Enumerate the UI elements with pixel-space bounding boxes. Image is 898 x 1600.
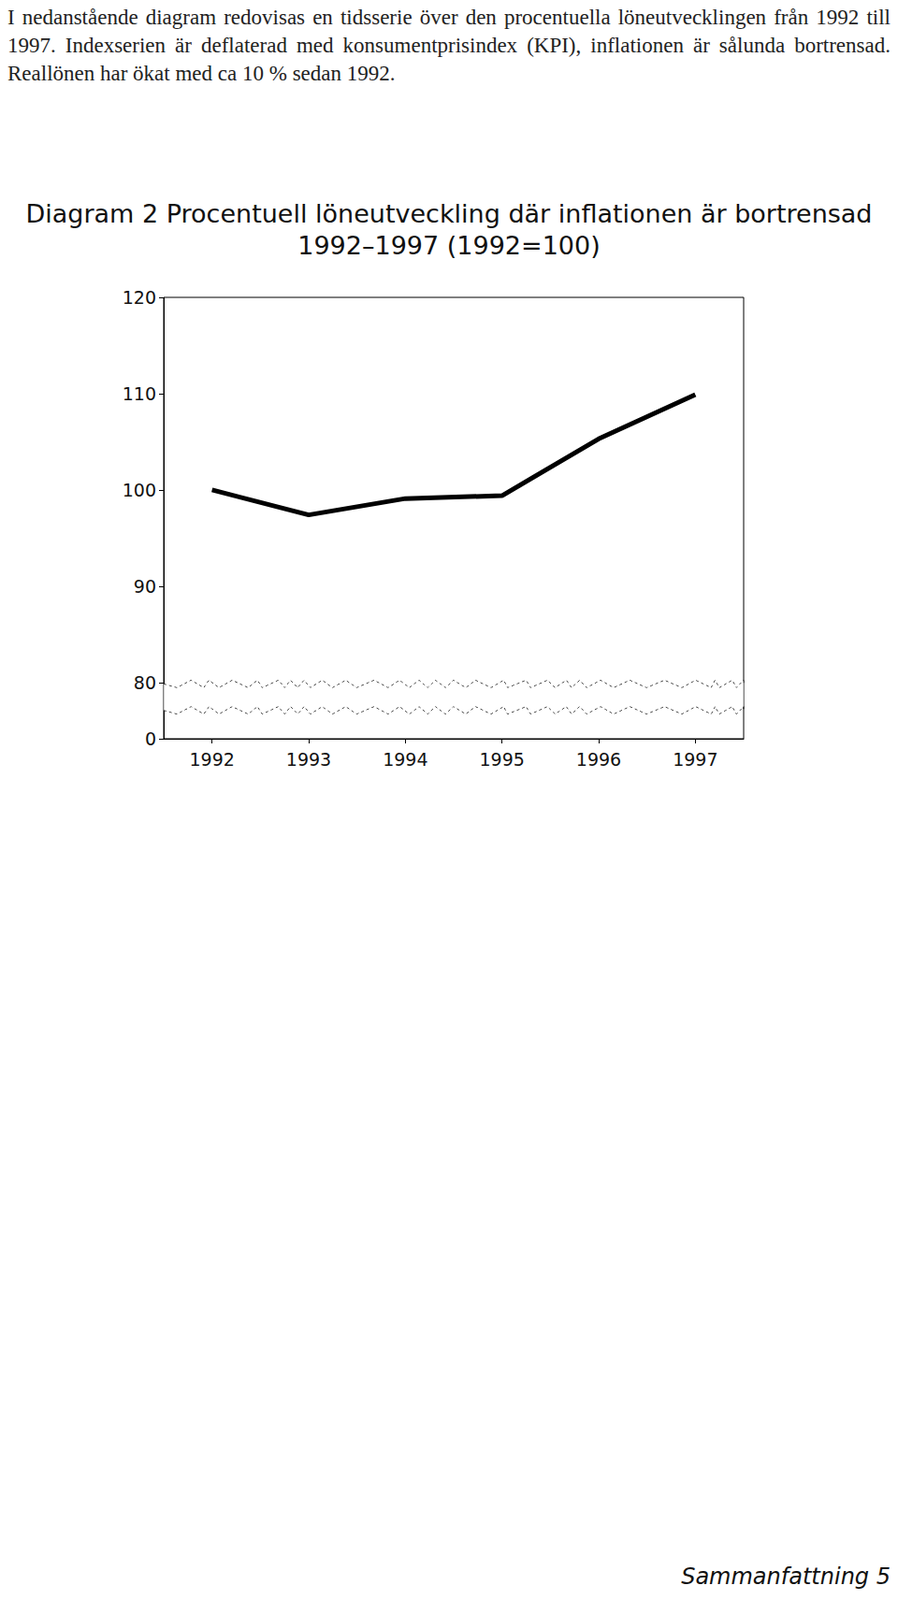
svg-text:80: 80 — [133, 672, 157, 694]
svg-text:0: 0 — [144, 728, 157, 750]
svg-text:120: 120 — [122, 287, 157, 308]
svg-text:1997: 1997 — [672, 749, 718, 770]
svg-text:90: 90 — [133, 576, 157, 597]
svg-text:100: 100 — [122, 479, 157, 501]
svg-text:1996: 1996 — [576, 749, 622, 770]
svg-text:1995: 1995 — [478, 749, 524, 770]
html-text:I nedanstående diagram redovis: I nedanstående diagram redovisas en tids… — [7, 5, 891, 86]
html-text:Sammanfattning 5: Sammanfattning 5 — [681, 1564, 891, 1591]
svg-text:1993: 1993 — [286, 749, 332, 770]
svg-text:1992: 1992 — [188, 749, 234, 770]
svg-text:110: 110 — [122, 383, 157, 405]
html-text:Diagram 2 Procentuell löneutve: Diagram 2 Procentuell löneutveckling där… — [25, 199, 873, 261]
svg-text:1994: 1994 — [382, 749, 428, 770]
